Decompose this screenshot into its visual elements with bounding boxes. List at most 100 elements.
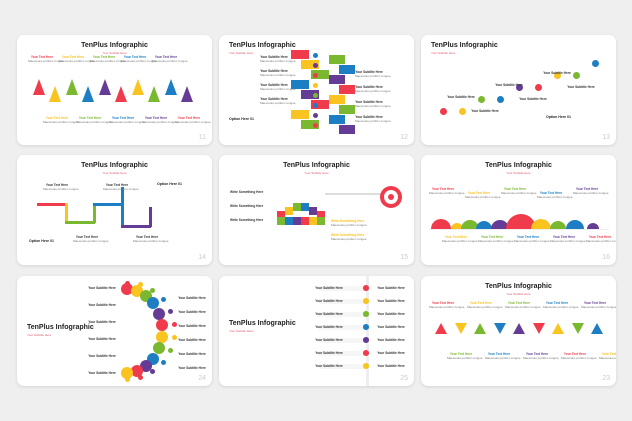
pin-icon: [363, 350, 369, 356]
slide-number: 23: [602, 375, 610, 382]
label-title: Your Text Here: [154, 55, 178, 59]
block: [291, 110, 309, 119]
slide-subtitle: Your Subtitle Here: [506, 292, 531, 296]
label-title: Your Subtitle Here: [178, 324, 206, 328]
label-title: Write Something Here: [230, 204, 264, 208]
label-body: Maecenas porttitor congue: [121, 59, 157, 63]
ring-segment: [152, 342, 165, 355]
block: [301, 90, 319, 99]
circle-marker: [312, 52, 318, 58]
label-title: Your Text Here: [507, 301, 531, 305]
text-label: Your Subtitle Here Maecenas porttitor con…: [260, 55, 296, 63]
slide-thumbnail-23[interactable]: TenPlus Infographic Your Subtitle Here 23 Y…: [421, 276, 616, 386]
label-title: Your Subtitle Here: [260, 69, 288, 73]
label-body: Maecenas porttitor congue: [467, 305, 503, 309]
pipe-segment: [93, 203, 123, 206]
slide-number: 12: [400, 134, 408, 141]
block: [285, 207, 293, 215]
ring-segment: [155, 319, 168, 332]
block: [329, 75, 345, 84]
label-body: Maecenas porttitor congue: [561, 356, 597, 360]
pyramid: [148, 86, 160, 102]
text-label: Your Subtitle Here Maecenas porttitor con…: [355, 85, 391, 93]
label-title: Your Text Here: [601, 352, 616, 356]
block: [311, 100, 329, 109]
text-label: Your Subtitle Here: [178, 366, 206, 370]
label-body: Maecenas porttitor congue: [28, 59, 64, 63]
circle-marker: [150, 368, 156, 374]
block: [339, 105, 355, 114]
label-title: Your Subtitle Here: [88, 303, 116, 307]
circle-marker: [172, 335, 177, 341]
slide-number: 15: [400, 254, 408, 261]
ring-segment: [121, 367, 133, 379]
label-body: Maecenas porttitor congue: [573, 191, 609, 195]
label-title: Your Text Here: [449, 352, 473, 356]
baseline: [429, 229, 609, 230]
circle-marker: [439, 107, 447, 115]
slide-thumbnail-24[interactable]: TenPlus Infographic Your Subtitle Here 24 Y…: [17, 276, 212, 386]
label-title: Your Subtitle Here: [377, 351, 405, 355]
ring-segment: [139, 360, 152, 373]
slide-thumbnail-13[interactable]: TenPlus Infographic Your Subtitle Here 13 Y…: [421, 35, 616, 145]
label-title: Your Text Here: [135, 235, 159, 239]
slide-subtitle: Your Subtitle Here: [27, 333, 52, 337]
text-label: Your Subtitle Here: [377, 338, 405, 342]
label-title: Write Something Here: [331, 233, 365, 237]
block: [339, 65, 355, 74]
slide-thumbnail-15[interactable]: TenPlus Infographic Your Subtitle Here 15 W…: [219, 155, 414, 265]
label-body: Maecenas porttitor congue: [465, 195, 501, 199]
slide-thumbnail-11[interactable]: TenPlus Infographic Your Subtitle Here 11 Y…: [17, 35, 212, 145]
circle-marker: [312, 72, 318, 78]
pin-icon: [363, 337, 369, 343]
label-title: Your Text Here: [552, 235, 576, 239]
slide-thumbnail-14[interactable]: TenPlus Infographic Your Subtitle Here 14 Y…: [17, 155, 212, 265]
label-body: Maecenas porttitor congue: [59, 59, 95, 63]
label-title: Your Text Here: [431, 301, 455, 305]
triangle-marker: [474, 323, 486, 334]
slide-thumbnail-25[interactable]: TenPlus Infographic Your Subtitle Here 25 Y…: [219, 276, 414, 386]
text-label: Your Subtitle Here: [315, 351, 343, 355]
slide-thumbnail-12[interactable]: TenPlus Infographic Your Subtitle Here 12 Y…: [219, 35, 414, 145]
label-title: Your Subtitle Here: [567, 85, 595, 89]
label-title: Your Subtitle Here: [471, 109, 499, 113]
label-body: Maecenas porttitor congue: [90, 59, 126, 63]
pyramid: [131, 79, 144, 95]
ring-segment: [155, 330, 168, 343]
label-body: Maecenas porttitor congue: [485, 356, 521, 360]
text-label: Your Subtitle Here: [315, 286, 343, 290]
slide-subtitle: Your Subtitle Here: [431, 51, 456, 55]
label-title: Your Subtitle Here: [315, 325, 343, 329]
pin-icon: [363, 285, 369, 291]
label-title: Your Text Here: [525, 352, 549, 356]
label-title: Your Subtitle Here: [260, 97, 288, 101]
label-title: Your Subtitle Here: [88, 337, 116, 341]
text-label: Your Subtitle Here: [377, 286, 405, 290]
text-label: Your Subtitle Here: [543, 71, 571, 75]
slide-thumbnail-16[interactable]: TenPlus Infographic Your Subtitle Here 16 Y…: [421, 155, 616, 265]
text-label: Your Subtitle Here: [495, 83, 523, 87]
label-body: Maecenas porttitor congue: [260, 59, 296, 63]
text-label: Your Subtitle Here Maecenas porttitor con…: [355, 70, 391, 78]
slide-subtitle: Your Subtitle Here: [229, 51, 254, 55]
label-body: Maecenas porttitor congue: [355, 104, 391, 108]
label-title: Your Subtitle Here: [447, 95, 475, 99]
label-title: Your Text Here: [563, 352, 587, 356]
slide-subtitle: Your Subtitle Here: [229, 329, 254, 333]
label-title: Your Subtitle Here: [315, 364, 343, 368]
label-body: Maecenas porttitor congue: [586, 239, 616, 243]
label-title: Write Something Here: [230, 190, 264, 194]
